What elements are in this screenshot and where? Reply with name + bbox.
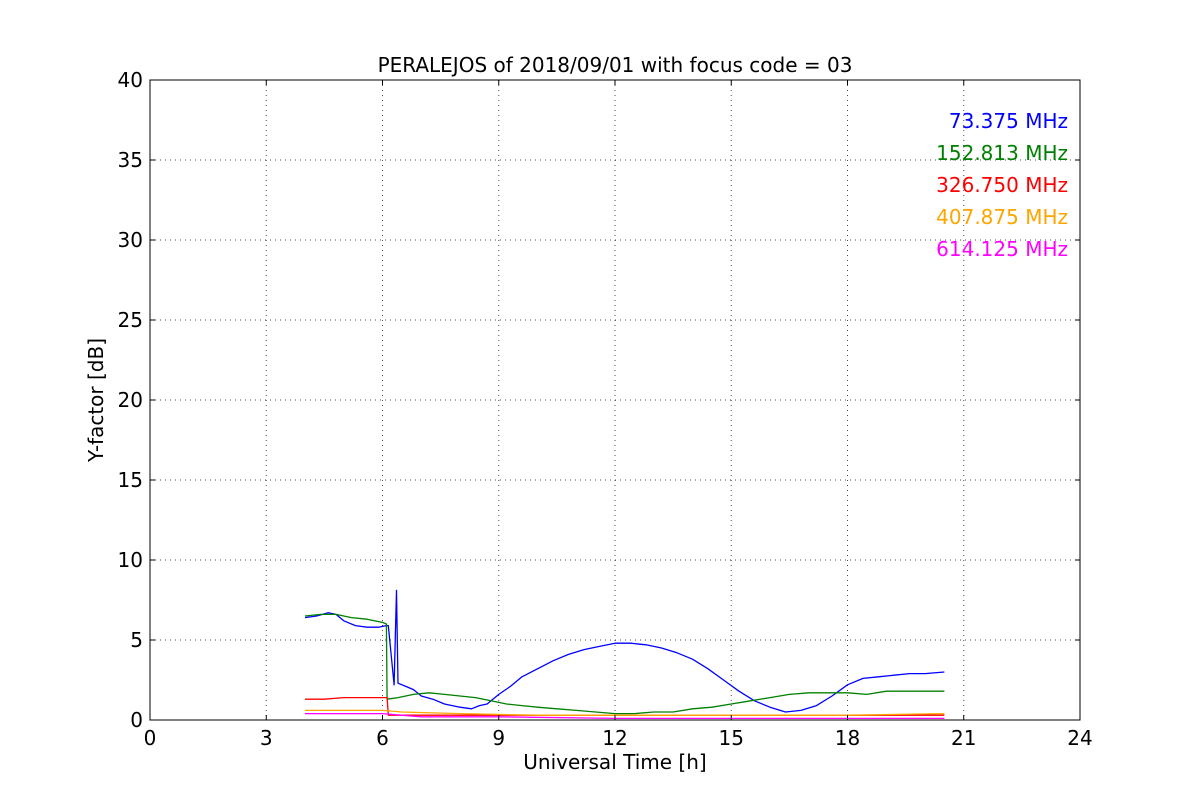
series-line-407-875-mhz bbox=[305, 709, 945, 716]
x-axis-label: Universal Time [h] bbox=[523, 750, 706, 774]
series-layer bbox=[304, 589, 945, 720]
ticks bbox=[149, 79, 1081, 721]
tick-labels: 0 3 6 9 12 15 18 21 24 0 5 10 15 20 25 30 35 40 bbox=[118, 68, 1093, 750]
y-tick-label: 0 bbox=[130, 708, 143, 732]
y-tick-label: 10 bbox=[118, 548, 143, 572]
legend: 73.375 MHz 152.813 MHz 326.750 MHz 407.875 … bbox=[936, 109, 1068, 261]
x-tick-label: 12 bbox=[602, 726, 627, 750]
y-tick-label: 35 bbox=[118, 148, 143, 172]
x-tick-label: 15 bbox=[719, 726, 744, 750]
x-tick-label: 21 bbox=[951, 726, 976, 750]
x-tick-label: 6 bbox=[376, 726, 389, 750]
legend-entry: 152.813 MHz bbox=[936, 141, 1068, 165]
y-tick-label: 20 bbox=[118, 388, 143, 412]
y-tick-label: 25 bbox=[118, 308, 143, 332]
series-line-73-375-mhz bbox=[304, 589, 945, 713]
y-tick-label: 5 bbox=[130, 628, 143, 652]
grid bbox=[150, 80, 1080, 720]
x-tick-label: 3 bbox=[260, 726, 273, 750]
chart-title: PERALEJOS of 2018/09/01 with focus code … bbox=[378, 53, 853, 77]
x-tick-label: 24 bbox=[1067, 726, 1092, 750]
series-line-152-813-mhz bbox=[304, 613, 945, 715]
legend-entry: 326.750 MHz bbox=[936, 173, 1068, 197]
y-tick-label: 30 bbox=[118, 228, 143, 252]
x-tick-label: 0 bbox=[144, 726, 157, 750]
legend-entry: 614.125 MHz bbox=[936, 237, 1068, 261]
x-tick-label: 18 bbox=[835, 726, 860, 750]
series-line-614-125-mhz bbox=[305, 712, 945, 720]
x-tick-label: 9 bbox=[492, 726, 505, 750]
y-tick-label: 15 bbox=[118, 468, 143, 492]
y-axis-label: Y-factor [dB] bbox=[84, 338, 108, 463]
legend-entry: 407.875 MHz bbox=[936, 205, 1068, 229]
y-tick-label: 40 bbox=[118, 68, 143, 92]
legend-entry: 73.375 MHz bbox=[949, 109, 1068, 133]
